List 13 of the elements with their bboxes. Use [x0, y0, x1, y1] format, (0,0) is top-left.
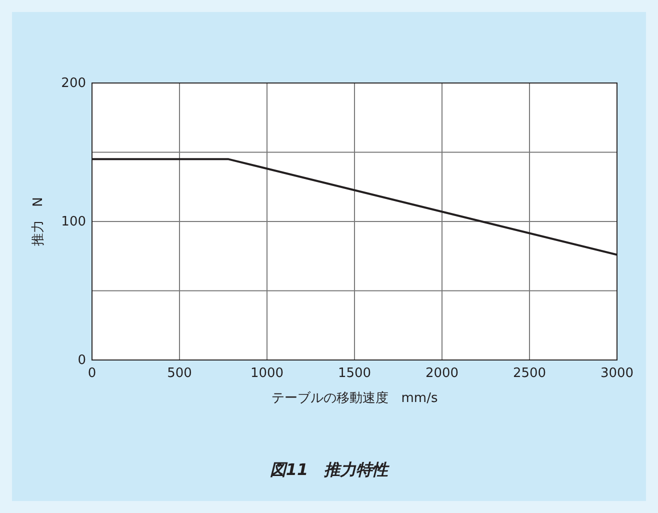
y-tick-label: 0	[78, 353, 86, 368]
y-axis-title: 推力 N	[31, 197, 46, 246]
text: 図11 推力特性	[270, 460, 390, 479]
x-tick-label: 1000	[250, 366, 284, 382]
x-axis-title: テーブルの移動速度 mm/s	[271, 390, 438, 406]
x-tick-label: 3000	[600, 366, 634, 382]
x-tick-label: 1500	[338, 366, 372, 382]
x-tick-label: 2000	[425, 366, 459, 382]
x-tick-label: 0	[88, 366, 96, 382]
y-tick-label: 200	[61, 76, 86, 92]
x-tick-label: 500	[167, 366, 192, 382]
x-tick-label: 2500	[512, 366, 546, 382]
y-tick-label: 100	[61, 214, 86, 230]
